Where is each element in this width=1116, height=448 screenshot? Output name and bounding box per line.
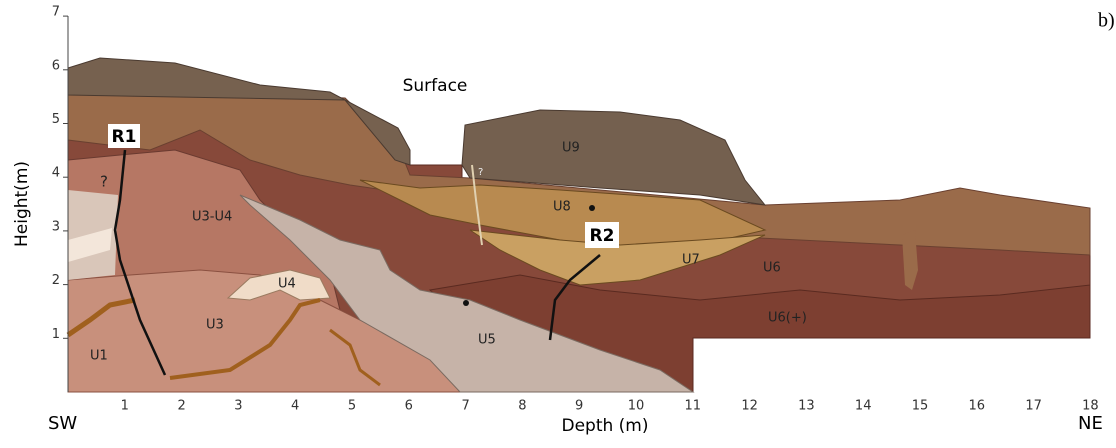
fault-r1 [113, 149, 167, 376]
unit-label: U4 [278, 277, 296, 292]
unit-label: U3 [206, 318, 224, 333]
y-axis-title: Height(m) [12, 161, 32, 247]
x-tick-label: 11 [685, 399, 702, 414]
x-tick-label: 2 [177, 399, 185, 414]
unit-label: U7 [682, 253, 700, 268]
y-tick-label: 4 [52, 166, 60, 181]
unit-u4-patch [226, 269, 331, 301]
marker-box [108, 124, 140, 148]
x-axis-title: Depth (m) [561, 416, 648, 436]
unit-label: U1 [90, 349, 108, 364]
x-ticks: 1 2 3 4 5 6 7 8 9 10 11 12 13 14 15 16 17 18 [121, 399, 1099, 414]
x-tick-label: 9 [575, 399, 583, 414]
unit-label: U6(+) [768, 311, 807, 326]
y-tick-label: 2 [52, 273, 60, 288]
x-tick-label: 17 [1025, 399, 1042, 414]
left-label: SW [48, 413, 77, 434]
right-label: NE [1078, 413, 1103, 434]
y-ticks: 1 2 3 4 5 6 7 [52, 5, 68, 342]
question-mark: ? [478, 167, 483, 178]
y-tick-label: 5 [52, 112, 60, 127]
marker-label: R1 [112, 127, 137, 147]
x-tick-label: 3 [234, 399, 242, 414]
x-tick-label: 6 [405, 399, 413, 414]
surface-label: Surface [403, 76, 468, 96]
marker-label: R2 [590, 226, 615, 246]
panel-label: b) [1098, 10, 1115, 32]
unit-label: U8 [553, 200, 571, 215]
unit-label: U9 [562, 141, 580, 156]
vein [902, 230, 918, 290]
sample-point [589, 205, 595, 211]
x-tick-label: 16 [969, 399, 986, 414]
marker-box [585, 222, 619, 248]
x-tick-label: 8 [518, 399, 526, 414]
sample-point [463, 300, 469, 306]
x-tick-label: 13 [798, 399, 815, 414]
question-mark: ? [100, 173, 108, 191]
unit-label: U3-U4 [192, 210, 232, 225]
surface-layer [67, 57, 411, 166]
x-tick-label: 5 [348, 399, 356, 414]
x-tick-label: 7 [461, 399, 469, 414]
vein [66, 297, 136, 338]
unit-label: U6 [763, 261, 781, 276]
x-tick-label: 10 [628, 399, 645, 414]
y-tick-label: 1 [52, 327, 60, 342]
fault-crack [471, 164, 483, 246]
x-tick-label: 18 [1082, 399, 1099, 414]
unit-u5 [239, 194, 695, 393]
unit-label: U5 [478, 333, 496, 348]
x-tick-label: 14 [855, 399, 872, 414]
y-tick-label: 7 [52, 5, 60, 20]
vein [169, 298, 321, 380]
fault-r2 [548, 254, 601, 341]
x-tick-label: 4 [291, 399, 299, 414]
x-tick-label: 1 [121, 399, 129, 414]
y-tick-label: 3 [52, 219, 60, 234]
x-tick-label: 12 [741, 399, 758, 414]
x-tick-label: 15 [912, 399, 929, 414]
unit-u3 [67, 269, 461, 393]
y-tick-label: 6 [52, 58, 60, 73]
vein [329, 328, 381, 387]
unit-u9 [461, 109, 767, 206]
cream-patch [68, 228, 112, 262]
